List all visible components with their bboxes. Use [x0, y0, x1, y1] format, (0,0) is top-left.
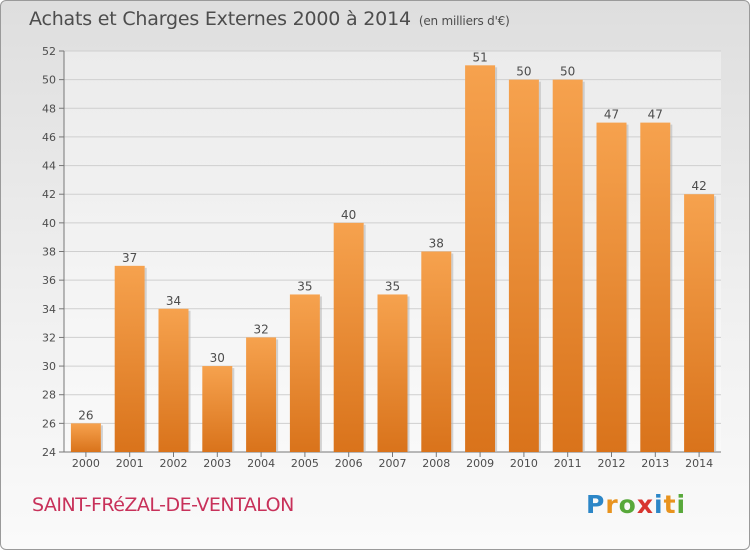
x-tick-label: 2004 [247, 457, 275, 470]
data-label: 50 [516, 65, 531, 79]
proxiti-logo[interactable]: Proxiti [586, 490, 686, 519]
logo-letter: t [663, 490, 677, 519]
bar-shadow [670, 124, 673, 452]
x-tick-label: 2014 [685, 457, 713, 470]
location-name: SAINT-FRéZAL-DE-VENTALON [32, 494, 294, 516]
bar [289, 294, 320, 452]
data-label: 30 [210, 351, 225, 365]
y-tick-label: 40 [42, 217, 56, 230]
bar [377, 294, 408, 452]
y-tick-label: 24 [42, 446, 56, 459]
bar-shadow [232, 368, 235, 452]
bar-shadow [626, 124, 629, 452]
logo-letter: P [586, 490, 606, 519]
y-tick-label: 34 [42, 303, 56, 316]
y-tick-label: 26 [42, 417, 56, 430]
bar-shadow [188, 310, 191, 452]
y-tick-label: 32 [42, 331, 56, 344]
x-tick-label: 2005 [291, 457, 319, 470]
bar-shadow [582, 81, 585, 453]
bar-shadow [319, 296, 322, 452]
logo-letter: i [676, 490, 687, 519]
x-tick-label: 2001 [116, 457, 144, 470]
bar-shadow [451, 253, 454, 452]
bar-shadow [100, 425, 103, 452]
data-label: 35 [297, 279, 312, 293]
x-tick-label: 2003 [203, 457, 231, 470]
y-tick-label: 48 [42, 102, 56, 115]
bar [333, 222, 364, 452]
data-label: 34 [166, 294, 181, 308]
data-label: 42 [691, 179, 706, 193]
data-label: 26 [78, 408, 93, 422]
data-label: 35 [385, 279, 400, 293]
data-label: 37 [122, 251, 137, 265]
data-label: 38 [429, 237, 444, 251]
bar [70, 423, 101, 452]
y-tick-label: 46 [42, 131, 56, 144]
bar-shadow [495, 67, 498, 453]
x-tick-label: 2012 [598, 457, 626, 470]
y-tick-label: 30 [42, 360, 56, 373]
chart-title: Achats et Charges Externes 2000 à 2014 (e… [29, 8, 510, 30]
bar [508, 79, 539, 453]
logo-letter: o [618, 490, 637, 519]
bar-shadow [276, 339, 279, 452]
bar [640, 122, 671, 452]
x-tick-label: 2007 [379, 457, 407, 470]
chart-title-text: Achats et Charges Externes 2000 à 2014 [29, 8, 411, 30]
y-tick-label: 52 [42, 45, 56, 58]
data-label: 50 [560, 65, 575, 79]
x-tick-label: 2008 [422, 457, 450, 470]
y-tick-label: 50 [42, 74, 56, 87]
x-tick-label: 2011 [554, 457, 582, 470]
y-tick-label: 38 [42, 246, 56, 259]
data-label: 51 [472, 50, 487, 64]
bar-shadow [714, 196, 717, 452]
bar [158, 308, 189, 452]
logo-letter: r [605, 490, 619, 519]
bar [202, 366, 233, 452]
x-tick-label: 2009 [466, 457, 494, 470]
y-tick-label: 36 [42, 274, 56, 287]
logo-letter: x [636, 490, 654, 519]
bar [246, 337, 277, 452]
data-label: 47 [604, 108, 619, 122]
y-tick-label: 44 [42, 160, 56, 173]
data-label: 32 [253, 322, 268, 336]
y-tick-label: 42 [42, 188, 56, 201]
x-tick-label: 2010 [510, 457, 538, 470]
bar [114, 265, 145, 452]
bar-shadow [407, 296, 410, 452]
x-tick-label: 2000 [72, 457, 100, 470]
data-label: 40 [341, 208, 356, 222]
bar [684, 194, 715, 452]
chart-subtitle: (en milliers d'€) [418, 14, 510, 28]
bar-shadow [144, 267, 147, 452]
bar [552, 79, 583, 453]
y-tick-label: 28 [42, 389, 56, 402]
bar [421, 251, 452, 452]
data-label: 47 [648, 108, 663, 122]
x-tick-label: 2013 [641, 457, 669, 470]
x-tick-label: 2002 [160, 457, 188, 470]
x-tick-label: 2006 [335, 457, 363, 470]
bar [596, 122, 627, 452]
bar-shadow [363, 224, 366, 452]
bar [465, 65, 496, 453]
logo-letter: i [654, 490, 664, 519]
bar-shadow [538, 81, 541, 453]
